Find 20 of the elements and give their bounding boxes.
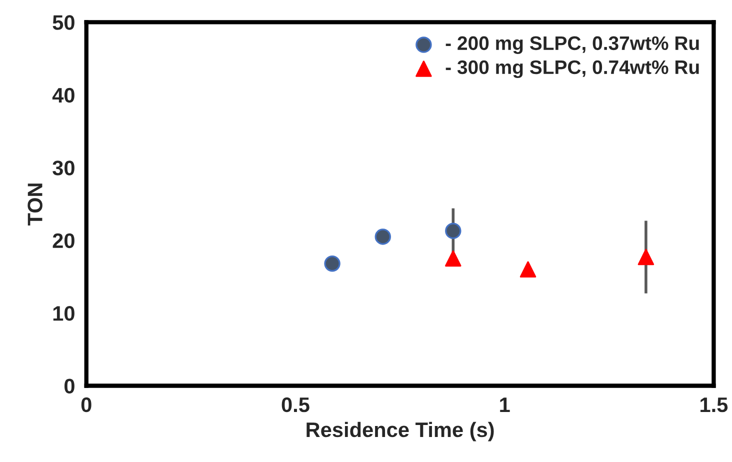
x-tick-label: 1.5 bbox=[700, 398, 728, 412]
point bbox=[520, 261, 536, 278]
x-tick-label: 0 bbox=[81, 397, 92, 412]
x-tick-label: 1 bbox=[500, 398, 510, 412]
y-axis-title: TON bbox=[28, 184, 42, 226]
legend-label: - 300 mg SLPC, 0.74wt% Ru bbox=[446, 60, 699, 78]
y-tick-label: 30 bbox=[52, 160, 74, 176]
point bbox=[638, 248, 654, 266]
y-tick-label: 0 bbox=[64, 378, 74, 394]
y-tick-label: 40 bbox=[52, 88, 74, 103]
point bbox=[374, 228, 392, 245]
y-tick-label: 20 bbox=[52, 233, 74, 248]
point bbox=[324, 255, 340, 272]
legend-label: - 200 mg SLPC, 0.37wt% Ru bbox=[446, 36, 699, 54]
x-tick-label: 0.5 bbox=[282, 397, 310, 412]
x-axis-title: Residence Time (s) bbox=[306, 422, 494, 442]
point bbox=[445, 250, 462, 267]
y-tick-label: 10 bbox=[53, 306, 74, 321]
y-tick-label: 50 bbox=[52, 15, 74, 30]
point bbox=[445, 222, 462, 239]
